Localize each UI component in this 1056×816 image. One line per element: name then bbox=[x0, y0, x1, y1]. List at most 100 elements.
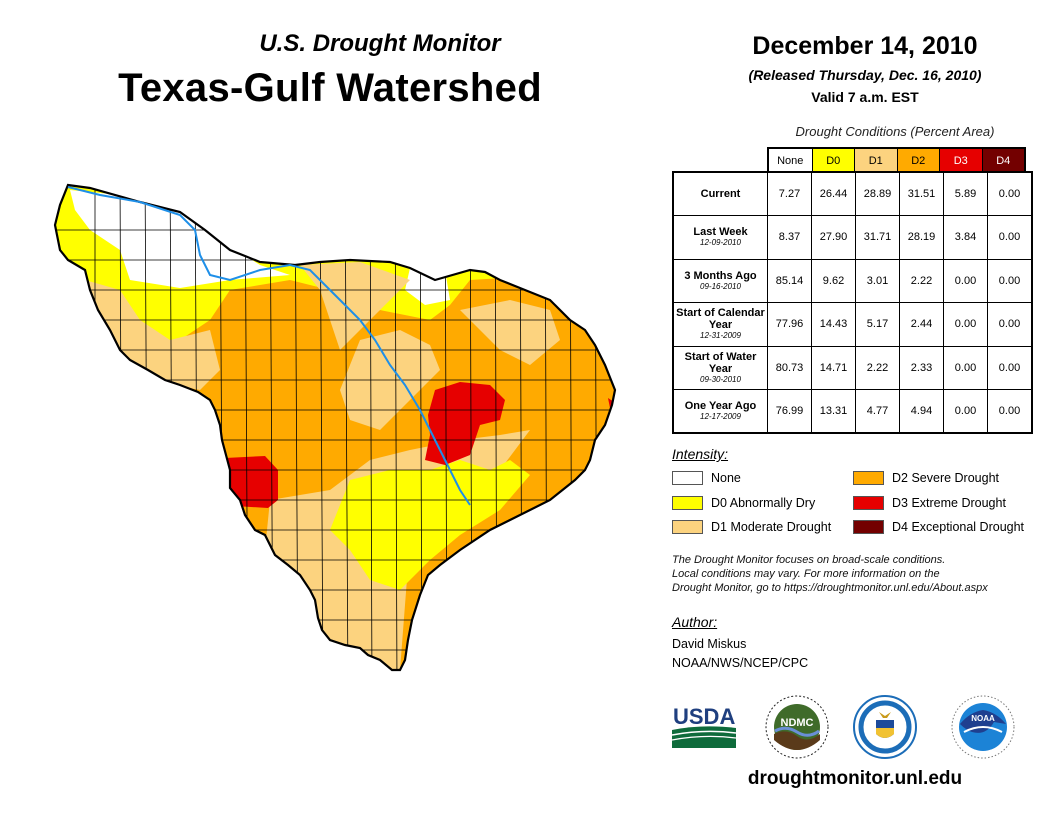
row-label-text: Current bbox=[700, 188, 741, 200]
cell-d3: 3.84 bbox=[943, 215, 988, 260]
legend-label: D0 Abnormally Dry bbox=[711, 496, 816, 510]
legend-item-d0: D0 Abnormally Dry bbox=[672, 496, 815, 510]
cell-d2: 31.51 bbox=[899, 171, 944, 216]
row-label: 3 Months Ago 09-16-2010 bbox=[672, 258, 768, 303]
row-date: 09-30-2010 bbox=[700, 374, 741, 384]
drought-map bbox=[53, 183, 617, 672]
monitor-subtitle: U.S. Drought Monitor bbox=[259, 30, 501, 57]
row-date: 09-16-2010 bbox=[700, 281, 741, 291]
table-row: Start of Water Year 09-30-2010 80.73 14.71 2… bbox=[672, 345, 1033, 390]
disclaimer-note: The Drought Monitor focuses on broad-sca… bbox=[672, 553, 1042, 595]
release-date: (Released Thursday, Dec. 16, 2010) bbox=[748, 67, 982, 83]
d1-area-ne bbox=[460, 300, 560, 365]
table-row: Current 7.27 26.44 28.89 31.51 5.89 0.00 bbox=[672, 171, 1033, 216]
table-row: One Year Ago 12-17-2009 76.99 13.31 4.77 4.94… bbox=[672, 389, 1033, 434]
row-date: 12-31-2009 bbox=[700, 331, 741, 341]
cell-none: 77.96 bbox=[767, 302, 812, 347]
legend-item-d1: D1 Moderate Drought bbox=[672, 520, 831, 534]
row-label: Start of Water Year 09-30-2010 bbox=[672, 345, 768, 390]
author-name: David Miskus bbox=[672, 637, 747, 651]
noaa-logo-icon: NOAA bbox=[951, 695, 1015, 759]
cell-d4: 0.00 bbox=[987, 389, 1033, 434]
cell-d4: 0.00 bbox=[987, 302, 1033, 347]
cell-d1: 31.71 bbox=[855, 215, 900, 260]
map-date: December 14, 2010 bbox=[752, 32, 978, 60]
col-d2: D2 bbox=[896, 149, 939, 173]
table-row: 3 Months Ago 09-16-2010 85.14 9.62 3.01 2.22 0… bbox=[672, 258, 1033, 303]
cell-d1: 5.17 bbox=[855, 302, 900, 347]
cell-none: 7.27 bbox=[767, 171, 812, 216]
legend-swatch bbox=[853, 520, 884, 534]
none-area-nw bbox=[70, 190, 290, 288]
cell-none: 85.14 bbox=[767, 258, 812, 303]
cell-d1: 3.01 bbox=[855, 258, 900, 303]
d3-area-central bbox=[425, 382, 505, 465]
cell-d1: 4.77 bbox=[855, 389, 900, 434]
legend-label: D2 Severe Drought bbox=[892, 471, 1000, 485]
cell-d4: 0.00 bbox=[987, 258, 1033, 303]
cell-d2: 4.94 bbox=[899, 389, 944, 434]
row-label-text: One Year Ago bbox=[684, 400, 757, 412]
table-header: None D0 D1 D2 D3 D4 bbox=[767, 147, 1026, 173]
cell-d0: 13.31 bbox=[811, 389, 856, 434]
cell-d2: 2.22 bbox=[899, 258, 944, 303]
cell-none: 8.37 bbox=[767, 215, 812, 260]
cell-d3: 0.00 bbox=[943, 345, 988, 390]
drought-table: Current 7.27 26.44 28.89 31.51 5.89 0.00 Last W… bbox=[672, 171, 1033, 434]
row-label: Current bbox=[672, 171, 768, 216]
ndmc-logo-text: NDMC bbox=[781, 717, 814, 729]
row-label-text: Last Week bbox=[693, 226, 748, 239]
cell-d0: 27.90 bbox=[811, 215, 856, 260]
row-label-text: 3 Months Ago bbox=[684, 269, 757, 282]
noaa-logo-text: NOAA bbox=[971, 714, 995, 723]
row-label-text: Start of Calendar Year bbox=[676, 307, 765, 332]
author-label: Author: bbox=[672, 614, 718, 630]
table-row: Last Week 12-09-2010 8.37 27.90 31.71 28.19 3.… bbox=[672, 215, 1033, 260]
table-row: Start of Calendar Year 12-31-2009 77.96 14.… bbox=[672, 302, 1033, 347]
legend-item-d4: D4 Exceptional Drought bbox=[853, 520, 1024, 534]
website-url[interactable]: droughtmonitor.unl.edu bbox=[747, 768, 963, 789]
cell-d3: 0.00 bbox=[943, 302, 988, 347]
col-d3: D3 bbox=[939, 149, 982, 173]
legend-swatch bbox=[853, 471, 884, 485]
d1-area-north bbox=[300, 262, 410, 350]
legend-label: D4 Exceptional Drought bbox=[892, 520, 1025, 534]
cell-d2: 2.44 bbox=[899, 302, 944, 347]
note-line: Drought Monitor, go to https://droughtmo… bbox=[672, 582, 988, 594]
cell-none: 76.99 bbox=[767, 389, 812, 434]
note-line: Local conditions may vary. For more info… bbox=[672, 568, 940, 580]
cell-d0: 14.43 bbox=[811, 302, 856, 347]
valid-time: Valid 7 a.m. EST bbox=[811, 89, 919, 105]
row-label-text: Start of Water Year bbox=[684, 350, 757, 375]
legend-item-d2: D2 Severe Drought bbox=[853, 471, 999, 485]
legend-swatch bbox=[853, 496, 884, 510]
cell-d1: 2.22 bbox=[855, 345, 900, 390]
cell-d0: 14.71 bbox=[811, 345, 856, 390]
legend-swatch bbox=[672, 471, 703, 485]
col-d0: D0 bbox=[811, 149, 854, 173]
usda-logo-text: USDA bbox=[673, 704, 735, 729]
col-d4: D4 bbox=[981, 149, 1024, 173]
commerce-seal-icon bbox=[853, 695, 917, 759]
cell-d4: 0.00 bbox=[987, 215, 1033, 260]
row-label: Start of Calendar Year 12-31-2009 bbox=[672, 302, 768, 347]
legend-label: D3 Extreme Drought bbox=[892, 496, 1006, 510]
cell-d3: 0.00 bbox=[943, 389, 988, 434]
cell-d4: 0.00 bbox=[987, 171, 1033, 216]
cell-d0: 26.44 bbox=[811, 171, 856, 216]
row-date: 12-09-2010 bbox=[700, 238, 741, 248]
d3-area-east bbox=[608, 398, 614, 408]
legend-swatch bbox=[672, 496, 703, 510]
cell-d4: 0.00 bbox=[987, 345, 1033, 390]
usda-logo-icon: USDA bbox=[672, 704, 736, 748]
cell-d2: 2.33 bbox=[899, 345, 944, 390]
note-line: The Drought Monitor focuses on broad-sca… bbox=[672, 554, 946, 566]
cell-d3: 5.89 bbox=[943, 171, 988, 216]
d0-area-south bbox=[330, 460, 530, 590]
author-org: NOAA/NWS/NCEP/CPC bbox=[672, 656, 809, 670]
row-date: 12-17-2009 bbox=[700, 412, 741, 421]
legend-item-none: None bbox=[672, 471, 741, 485]
cell-d3: 0.00 bbox=[943, 258, 988, 303]
col-none: None bbox=[769, 149, 812, 173]
col-d1: D1 bbox=[854, 149, 897, 173]
